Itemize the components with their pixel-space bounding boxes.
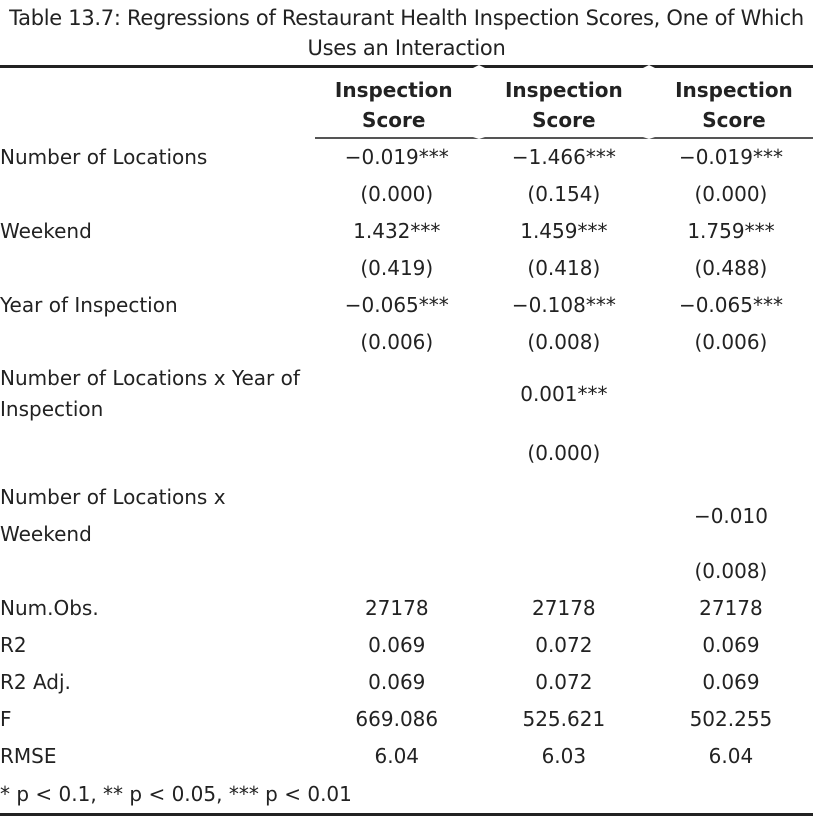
cell-se: (0.008) (527, 330, 601, 354)
row-label: R2 (0, 633, 27, 657)
cell-value (479, 479, 649, 553)
cell-value: 0.069 (702, 670, 760, 694)
table-row: Weekend 1.432*** 1.459*** 1.759*** (0, 213, 813, 250)
cell-value: 27178 (699, 596, 763, 620)
cell-value: 0.069 (368, 670, 426, 694)
cell-value: 0.072 (535, 670, 593, 694)
table-row: Number of Locations x Weekend −0.010 (0, 479, 813, 553)
column-header-3: Inspection Score (648, 65, 813, 139)
header-blank (0, 65, 315, 139)
table-row: (0.419) (0.418) (0.488) (0, 250, 813, 287)
table-row: Year of Inspection −0.065*** −0.108*** −… (0, 287, 813, 324)
cell-value: 0.069 (368, 633, 426, 657)
row-label: Year of Inspection (0, 293, 178, 317)
table-caption: Table 13.7: Regressions of Restaurant He… (9, 6, 804, 60)
cell-value: 6.03 (541, 744, 587, 768)
row-label: Number of Locations x Weekend (0, 485, 226, 546)
column-header-2: Inspection Score (478, 65, 649, 139)
row-label: RMSE (0, 744, 57, 768)
cell-se (315, 427, 479, 479)
table-row: (0.006) (0.008) (0.006) (0, 324, 813, 361)
cell-se: (0.000) (360, 182, 434, 206)
cell-se: (0.006) (694, 330, 768, 354)
row-label (0, 427, 315, 479)
cell-value: −0.019*** (344, 145, 449, 169)
cell-value (315, 361, 479, 427)
cell-value: 0.069 (702, 633, 760, 657)
cell-value: 1.432*** (353, 219, 441, 243)
cell-se (479, 553, 649, 590)
table-row: R2 0.069 0.072 0.069 (0, 627, 813, 664)
row-label: Weekend (0, 219, 92, 243)
row-label: Num.Obs. (0, 596, 99, 620)
cell-se: (0.006) (360, 330, 434, 354)
cell-value: 502.255 (689, 707, 773, 731)
table-row: R2 Adj. 0.069 0.072 0.069 (0, 664, 813, 701)
table-row: (0.000) (0, 427, 813, 479)
cell-value: 6.04 (708, 744, 754, 768)
cell-value: −0.010 (693, 503, 768, 528)
cell-se: (0.418) (527, 256, 601, 280)
cell-value: 1.459*** (520, 219, 608, 243)
row-label: R2 Adj. (0, 670, 71, 694)
cell-value (315, 479, 479, 553)
cell-value: 1.759*** (687, 219, 775, 243)
cell-se: (0.488) (694, 256, 768, 280)
cell-value: 669.086 (355, 707, 439, 731)
cell-value: −0.065*** (678, 293, 783, 317)
cell-se (649, 427, 813, 479)
cell-se: (0.000) (694, 182, 768, 206)
table-row: Num.Obs. 27178 27178 27178 (0, 590, 813, 627)
cell-value: 6.04 (374, 744, 420, 768)
cell-value: −0.108*** (511, 293, 616, 317)
table-row: (0.008) (0, 553, 813, 590)
header-row: Inspection Score Inspection Score Inspec… (0, 65, 813, 139)
row-label: Number of Locations x Year of Inspection (0, 366, 300, 421)
cell-value: 525.621 (522, 707, 606, 731)
row-label: Number of Locations (0, 145, 208, 169)
table-row: (0.000) (0.154) (0.000) (0, 176, 813, 213)
regression-table: Inspection Score Inspection Score Inspec… (0, 65, 813, 816)
cell-se: (0.419) (360, 256, 434, 280)
cell-value: 27178 (532, 596, 596, 620)
cell-se: (0.000) (527, 441, 601, 465)
cell-value: −1.466*** (511, 145, 616, 169)
cell-value: −0.065*** (344, 293, 449, 317)
row-label: F (0, 707, 12, 731)
row-label (0, 324, 315, 361)
column-header-1: Inspection Score (314, 65, 479, 139)
row-label (0, 553, 315, 590)
cell-value: 0.072 (535, 633, 593, 657)
footnote-row: * p < 0.1, ** p < 0.05, *** p < 0.01 (0, 775, 813, 816)
table-row: Number of Locations x Year of Inspection… (0, 361, 813, 427)
table-row: F 669.086 525.621 502.255 (0, 701, 813, 738)
table-row: RMSE 6.04 6.03 6.04 (0, 738, 813, 775)
table-row: Number of Locations −0.019*** −1.466*** … (0, 139, 813, 176)
cell-se: (0.008) (694, 559, 768, 583)
cell-se: (0.154) (527, 182, 601, 206)
cell-value: 27178 (364, 596, 429, 620)
cell-value: −0.019*** (678, 145, 783, 169)
cell-value (649, 361, 813, 427)
row-label (0, 176, 315, 213)
cell-se (315, 553, 479, 590)
significance-footnote: * p < 0.1, ** p < 0.05, *** p < 0.01 (0, 775, 813, 816)
row-label (0, 250, 315, 287)
cell-value: 0.001*** (520, 381, 608, 406)
